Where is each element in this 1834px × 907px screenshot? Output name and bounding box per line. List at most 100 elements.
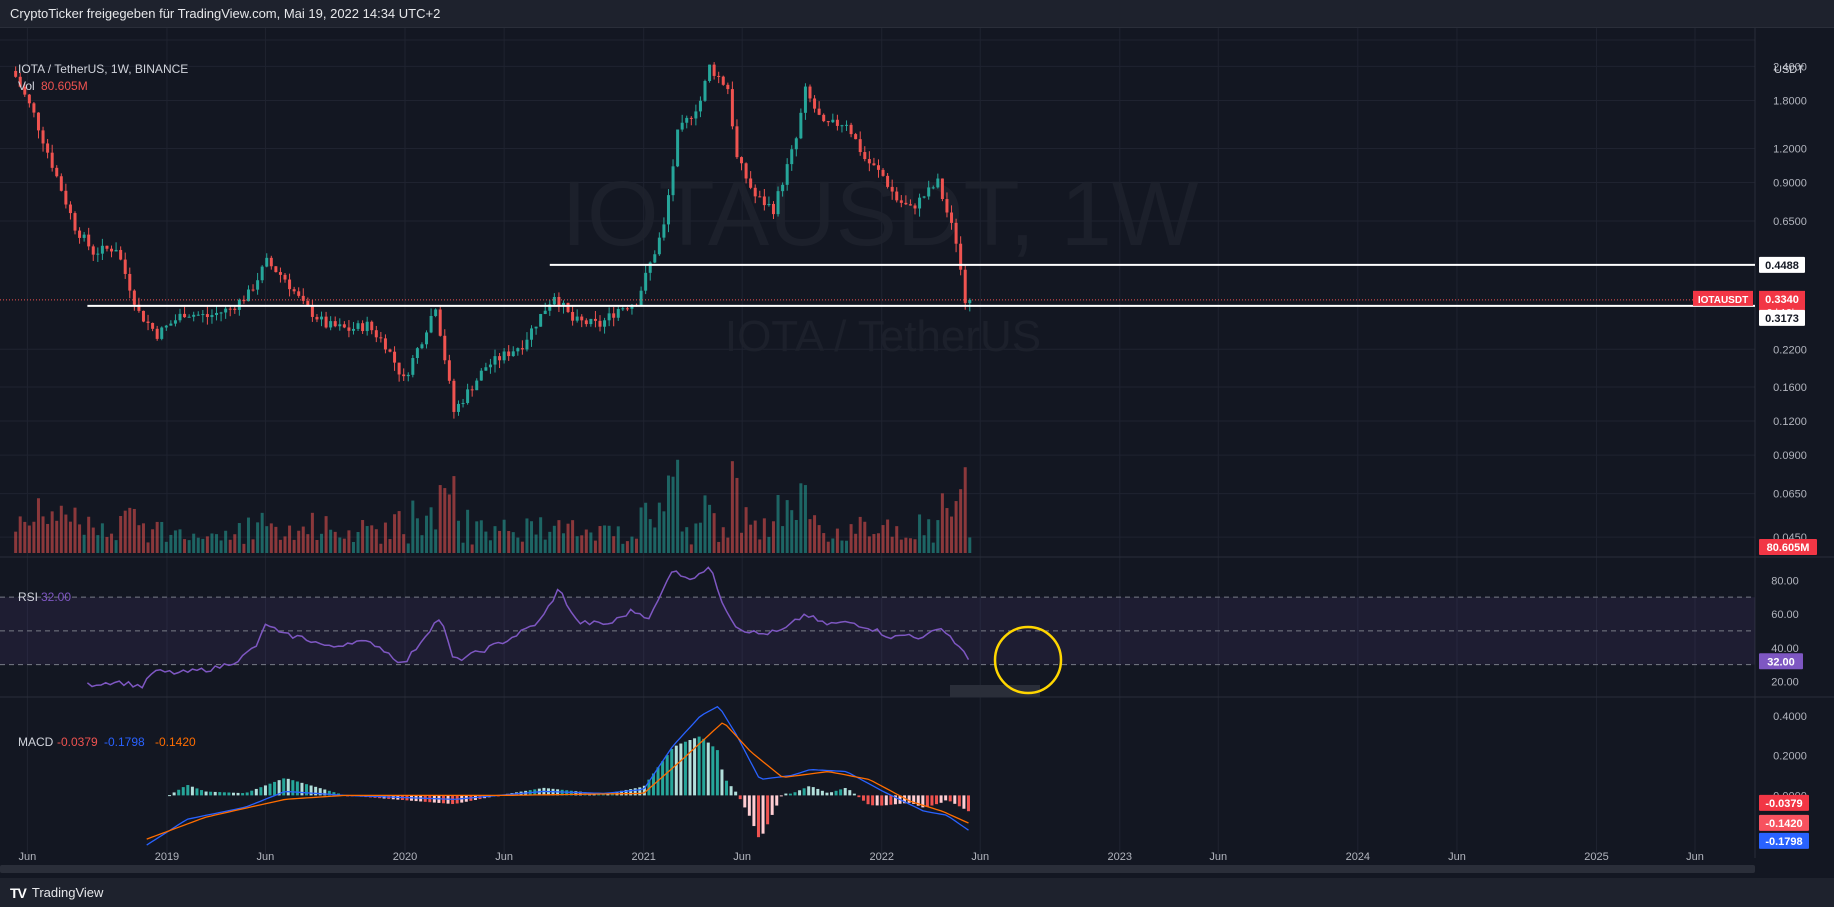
volume-bar xyxy=(584,529,588,553)
level-label-upper-bg xyxy=(1759,256,1805,273)
macd-histogram-bar xyxy=(578,791,582,796)
candle-body xyxy=(315,316,319,320)
price-legend: IOTA / TetherUS, 1W, BINANCE Vol 80.605M xyxy=(18,62,188,93)
volume-bar xyxy=(434,529,438,553)
macd-signal-tag-bg xyxy=(1759,814,1809,831)
macd-histogram-bar xyxy=(816,788,820,796)
candle-body xyxy=(320,316,324,320)
macd-histogram-bar xyxy=(241,793,245,796)
candle-body xyxy=(233,308,237,310)
level-label-lower-bg xyxy=(1759,309,1805,326)
candle-body xyxy=(237,299,241,310)
volume-bar xyxy=(411,500,415,553)
candle-body xyxy=(817,108,821,115)
candle-body xyxy=(648,262,652,273)
macd-histogram-bar xyxy=(889,795,893,805)
candle-body xyxy=(740,157,744,164)
volume-bar xyxy=(488,540,492,553)
time-axis-tick-label: Jun xyxy=(1209,851,1227,863)
macd-histogram-bar xyxy=(875,795,879,806)
macd-histogram-bar xyxy=(172,792,176,796)
chart-area[interactable]: IOTAUSDT, 1W IOTA / TetherUS Jun 2019 Jun 2… xyxy=(0,28,1834,878)
volume-bar xyxy=(347,530,351,553)
candle-body xyxy=(927,187,931,197)
macd-histogram-bar xyxy=(693,738,697,796)
macd-histogram-bar xyxy=(866,795,870,805)
volume-bar xyxy=(415,518,419,553)
chart-canvas[interactable]: IOTAUSDT, 1W IOTA / TetherUS Jun 2019 Jun 2… xyxy=(0,28,1834,878)
volume-bar xyxy=(703,495,707,553)
volume-bar xyxy=(908,538,912,553)
candle-body xyxy=(18,76,22,87)
volume-bar xyxy=(192,533,196,553)
macd-histogram-bar xyxy=(181,787,185,796)
candle-body xyxy=(96,253,100,255)
macd-histogram-bar xyxy=(935,795,939,805)
candle-body xyxy=(278,272,282,275)
volume-bar xyxy=(607,525,611,553)
candle-body xyxy=(310,305,314,317)
candle-body xyxy=(680,122,684,130)
volume-bar xyxy=(73,507,77,553)
candle-body xyxy=(940,178,944,200)
volume-bar xyxy=(940,493,944,553)
volume-bar xyxy=(817,525,821,553)
candle-body xyxy=(790,149,794,165)
macd-histogram-bar xyxy=(305,784,309,796)
macd-histogram-bar xyxy=(190,786,194,796)
symbol-legend: IOTA / TetherUS, 1W, BINANCE xyxy=(18,62,188,76)
volume-bar xyxy=(278,539,282,553)
volume-bar xyxy=(644,502,648,553)
macd-histogram-bar xyxy=(277,780,281,796)
candle-body xyxy=(548,304,552,311)
candle-body xyxy=(178,313,182,321)
macd-histogram-bar xyxy=(747,795,751,816)
volume-bar xyxy=(484,531,488,553)
volume-bar xyxy=(543,539,547,553)
candle-body xyxy=(50,152,54,168)
footer-brand[interactable]: TradingView xyxy=(31,885,104,900)
time-axis-tick-label: 2022 xyxy=(869,851,893,863)
volume-bar xyxy=(936,520,940,553)
candle-body xyxy=(128,273,132,291)
candle-body xyxy=(27,94,31,104)
volume-bar xyxy=(520,541,524,553)
candle-body xyxy=(46,143,50,153)
macd-histogram-bar xyxy=(702,738,706,796)
candle-body xyxy=(525,339,529,350)
volume-tag-bg xyxy=(1759,539,1817,555)
candle-body xyxy=(712,64,716,76)
candle-body xyxy=(164,325,168,328)
candle-body xyxy=(616,309,620,318)
candle-body xyxy=(406,374,410,377)
volume-bar xyxy=(242,543,246,553)
macd-histogram-bar xyxy=(318,788,322,796)
time-scrollbar xyxy=(0,865,1755,873)
macd-histogram-bar xyxy=(706,742,710,796)
candle-body xyxy=(803,86,807,113)
candle-body xyxy=(918,197,922,209)
tradingview-logo-icon[interactable]: TV xyxy=(10,884,27,901)
volume-bar xyxy=(292,539,296,553)
time-axis-tick-label: Jun xyxy=(19,851,37,863)
candle-body xyxy=(589,318,593,325)
macd-histogram-bar xyxy=(807,786,811,796)
volume-bar xyxy=(666,475,670,553)
candle-body xyxy=(342,324,346,328)
volume-bar xyxy=(557,520,561,553)
candle-body xyxy=(443,335,447,361)
candle-body xyxy=(931,187,935,189)
candle-body xyxy=(922,196,926,198)
candle-body xyxy=(694,111,698,119)
volume-bar xyxy=(429,507,433,553)
candle-body xyxy=(762,196,766,206)
macd-histogram-bar xyxy=(286,778,290,796)
volume-bar xyxy=(516,537,520,553)
horizontal-levels[interactable] xyxy=(0,263,1755,307)
rsi-time-highlight xyxy=(950,685,1040,697)
candle-body xyxy=(114,249,118,252)
candle-body xyxy=(849,124,853,135)
macd-histogram-bar xyxy=(811,787,815,796)
candle-body xyxy=(863,152,867,160)
candle-body xyxy=(379,337,383,339)
